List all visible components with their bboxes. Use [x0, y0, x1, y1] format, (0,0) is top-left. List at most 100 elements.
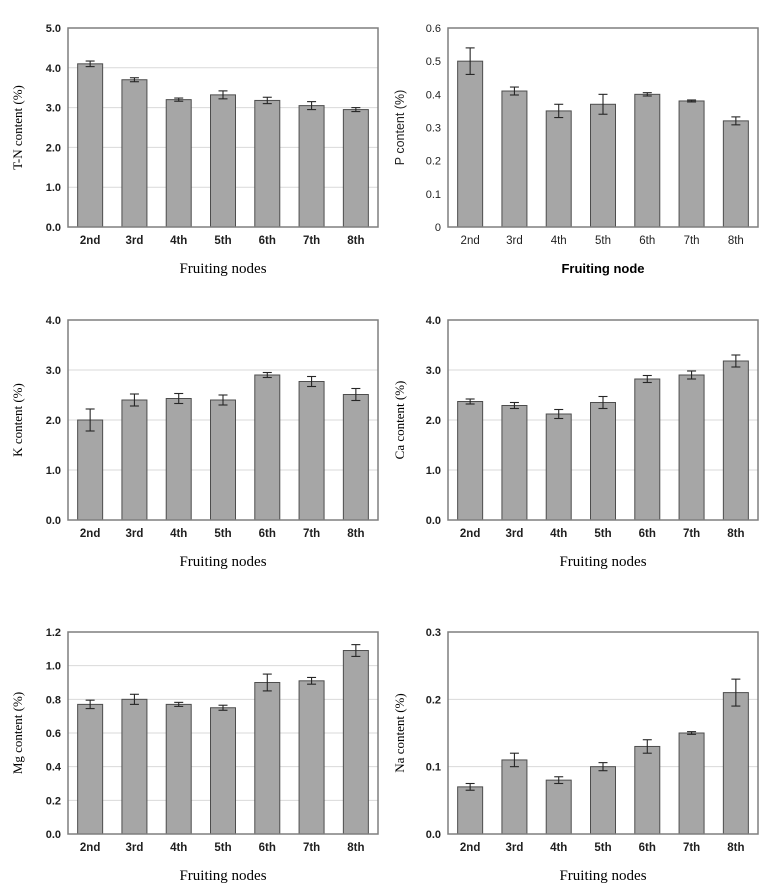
y-tick-label: 3.0 — [426, 365, 441, 377]
category-label: 6th — [259, 842, 276, 854]
bar-2nd — [77, 703, 104, 835]
bar-2nd — [77, 63, 104, 228]
plot-frame — [67, 631, 379, 835]
bar-8th — [342, 650, 369, 835]
category-label: 2nd — [460, 528, 480, 540]
category-label: 5th — [595, 235, 611, 247]
category-label: 3rd — [125, 842, 143, 854]
category-label: 4th — [170, 235, 187, 247]
bar-4th — [165, 398, 192, 521]
y-tick-label: 0.0 — [46, 515, 61, 527]
category-label: 2nd — [461, 235, 480, 247]
bar-6th — [634, 745, 661, 835]
bar-2nd — [457, 786, 484, 835]
y-tick-label: 1.0 — [46, 182, 61, 194]
bar-8th — [342, 109, 369, 228]
bar-5th — [210, 707, 236, 835]
y-tick-label: 1.0 — [426, 465, 441, 477]
ca-content-bar-chart: 2nd 3rd 4th 5th 6th 7th 8th 0.0 1.0 2.0 3.0 4.0 Ca c… — [392, 315, 759, 570]
chart-na-content: 2nd 3rd 4th 5th 6th 7th 8th 0.0 0.1 0.2 0.3 Na cont… — [388, 600, 776, 893]
y-tick-label: 0.1 — [426, 762, 441, 774]
y-tick-label: 0.3 — [426, 627, 441, 639]
bar-3rd — [121, 698, 148, 835]
category-label: 2nd — [80, 528, 100, 540]
bar-6th — [254, 374, 281, 521]
bar-3rd — [121, 79, 148, 228]
category-label: 4th — [551, 235, 567, 247]
y-tick-label: 0.2 — [46, 795, 61, 807]
y-tick-label: 0.2 — [426, 156, 441, 168]
category-label: 7th — [684, 235, 700, 247]
category-label: 3rd — [506, 235, 523, 247]
y-tick-label: 0.4 — [426, 89, 441, 101]
x-axis-title: Fruiting nodes — [179, 261, 266, 277]
category-label: 4th — [170, 842, 187, 854]
bar-2nd — [457, 401, 484, 521]
y-tick-label: 0.3 — [426, 123, 441, 135]
bar-6th — [634, 378, 661, 521]
y-axis-title: P content (%) — [393, 90, 407, 166]
y-tick-label: 3.0 — [46, 365, 61, 377]
plot-frame — [447, 631, 759, 835]
y-tick-label: 3.0 — [46, 103, 61, 115]
category-label: 6th — [259, 235, 276, 247]
plot-frame — [447, 27, 759, 228]
bar-5th — [210, 399, 236, 521]
bar-7th — [298, 680, 325, 835]
bar-8th — [722, 120, 749, 228]
y-tick-label: 0.8 — [46, 694, 61, 706]
bar-2nd — [457, 60, 484, 228]
bar-5th — [590, 103, 616, 228]
bar-5th — [590, 402, 616, 521]
y-tick-label: 0.5 — [426, 56, 441, 68]
category-label: 3rd — [125, 528, 143, 540]
category-label: 2nd — [460, 842, 480, 854]
y-tick-label: 0.1 — [426, 189, 441, 201]
mg-content-bar-chart: 2nd 3rd 4th 5th 6th 7th 8th 0.0 0.2 0.4 0.6 0.8 1.0 1… — [10, 627, 379, 884]
y-tick-label: 0.0 — [426, 515, 441, 527]
y-tick-label: 4.0 — [46, 315, 61, 327]
na-content-bar-chart: 2nd 3rd 4th 5th 6th 7th 8th 0.0 0.1 0.2 0.3 Na cont… — [392, 627, 759, 884]
category-label: 8th — [347, 842, 364, 854]
chart-tn-content: 2nd 3rd 4th 5th 6th 7th 8th 0.0 1.0 2.0 3.0 4.0 5.0 T… — [0, 0, 388, 290]
category-label: 7th — [303, 842, 320, 854]
bar-4th — [545, 110, 572, 228]
y-axis-title: Na content (%) — [392, 693, 407, 772]
bar-4th — [165, 99, 192, 228]
category-label: 4th — [550, 842, 567, 854]
bar-6th — [254, 682, 281, 835]
category-label: 8th — [727, 842, 744, 854]
bar-8th — [342, 394, 369, 521]
category-label: 7th — [303, 235, 320, 247]
category-label: 4th — [550, 528, 567, 540]
p-content-bar-chart: 2nd 3rd 4th 5th 6th 7th 8th 0 0.1 0.2 0.3 0.4 0.5 0.6… — [393, 23, 759, 276]
category-label: 6th — [259, 528, 276, 540]
category-label: 6th — [639, 235, 655, 247]
k-content-bar-chart: 2nd 3rd 4th 5th 6th 7th 8th 0.0 1.0 2.0 3.0 4.0 K co… — [10, 315, 379, 570]
bar-3rd — [121, 399, 148, 521]
y-tick-label: 0.2 — [426, 694, 441, 706]
bar-7th — [298, 381, 325, 521]
bar-4th — [545, 413, 572, 521]
category-label: 5th — [214, 528, 231, 540]
bar-2nd — [77, 419, 104, 521]
bar-6th — [634, 93, 661, 228]
category-label: 3rd — [505, 528, 523, 540]
bar-7th — [678, 100, 705, 228]
category-label: 2nd — [80, 235, 100, 247]
plot-frame — [67, 319, 379, 521]
category-label: 5th — [594, 842, 611, 854]
bar-5th — [590, 766, 616, 835]
category-label: 5th — [214, 842, 231, 854]
y-tick-label: 2.0 — [426, 415, 441, 427]
category-label: 7th — [303, 528, 320, 540]
category-label: 5th — [214, 235, 231, 247]
bar-3rd — [501, 759, 528, 835]
category-label: 2nd — [80, 842, 100, 854]
y-axis-title: K content (%) — [10, 383, 25, 457]
bar-7th — [678, 374, 705, 521]
x-axis-title: Fruiting node — [561, 261, 644, 276]
category-label: 7th — [683, 842, 700, 854]
chart-ca-content: 2nd 3rd 4th 5th 6th 7th 8th 0.0 1.0 2.0 3.0 4.0 Ca c… — [388, 290, 776, 600]
